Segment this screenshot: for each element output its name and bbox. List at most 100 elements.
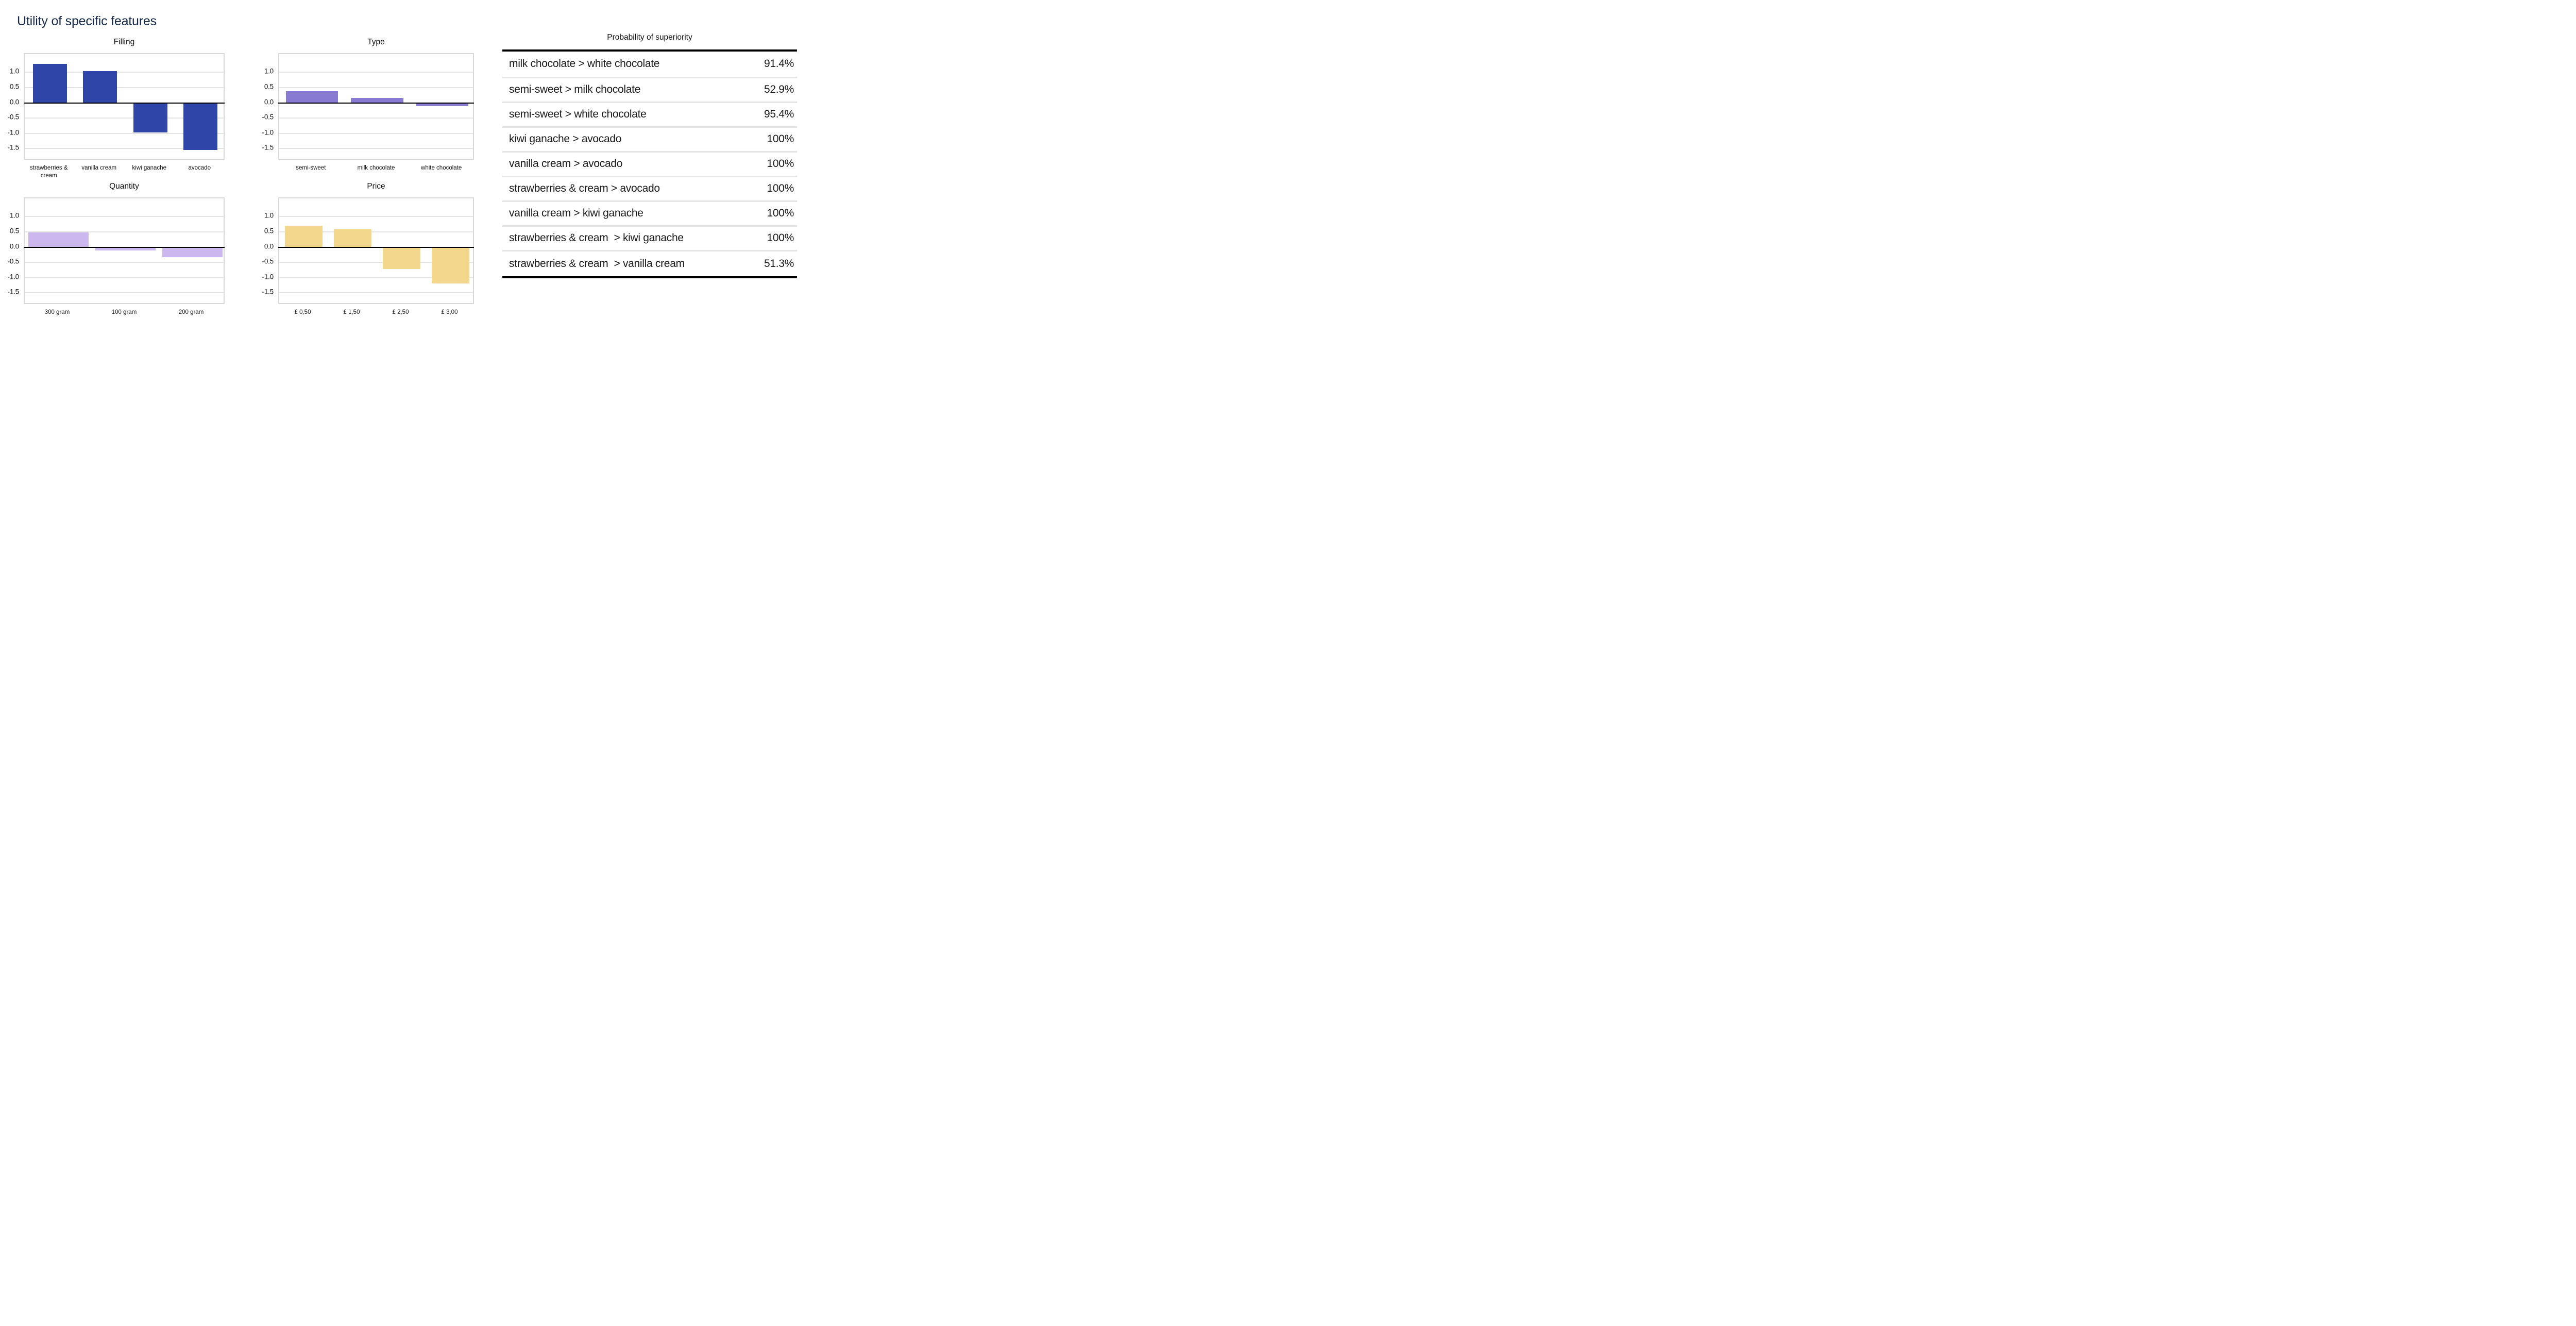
table-row: strawberries & cream > avocado 100% <box>502 177 797 202</box>
probability-table-title: Probability of superiority <box>607 33 692 42</box>
bar-milk-chocolate <box>351 97 403 103</box>
probability-value: 51.3% <box>764 257 794 270</box>
gridline <box>25 292 224 294</box>
comparison-label: kiwi ganache > avocado <box>509 133 622 145</box>
gridline <box>279 132 473 134</box>
plot-area <box>24 197 225 304</box>
chart-type: Type 1.0 0.5 0.0 -0.5 -1.0 -1.5 semi-sweet milk … <box>262 38 474 183</box>
x-tick-label: 300 gram <box>44 309 70 315</box>
gridline <box>279 87 473 89</box>
chart-filling: Filling 1.0 0.5 0.0 -0.5 -1.0 -1.5 strawberries… <box>8 38 225 183</box>
y-tick-label: 0.5 <box>9 82 19 91</box>
comparison-label: milk chocolate > white chocolate <box>509 58 660 70</box>
plot-area <box>278 53 474 160</box>
y-tick-label: -1.5 <box>7 288 20 296</box>
chart-title: Filling <box>113 38 135 46</box>
bar-200-gram <box>162 247 223 257</box>
y-tick-label: -0.5 <box>262 257 274 265</box>
gridline <box>25 262 224 263</box>
table-row: vanilla cream > avocado 100% <box>502 153 797 177</box>
bar--1-50 <box>334 229 371 247</box>
chart-title: Price <box>367 182 385 191</box>
y-tick-label: 1.0 <box>9 211 19 220</box>
gridline <box>279 148 473 149</box>
bar-semi-sweet <box>285 91 338 103</box>
bar-300-gram <box>28 232 89 247</box>
x-tick-label: avocado <box>188 165 211 171</box>
bar-white-chocolate <box>416 103 469 106</box>
gridline <box>25 72 224 73</box>
y-tick-label: 0.5 <box>264 82 274 91</box>
y-tick-label: -1.5 <box>262 143 274 152</box>
x-tick-label: £ 2,50 <box>392 309 409 315</box>
probability-value: 91.4% <box>764 58 794 70</box>
bar-kiwi-ganache <box>133 103 167 132</box>
zero-axis-line <box>278 102 474 104</box>
gridline <box>25 216 224 217</box>
x-tick-label: kiwi ganache <box>132 165 166 171</box>
y-tick-label: 1.0 <box>264 211 274 220</box>
gridline <box>279 231 473 233</box>
y-tick-label: 0.0 <box>9 98 19 106</box>
table-row: milk chocolate > white chocolate 91.4% <box>502 52 797 78</box>
comparison-label: vanilla cream > kiwi ganache <box>509 207 643 219</box>
x-tick-label: white chocolate <box>421 165 462 171</box>
x-tick-label: 100 gram <box>111 309 137 315</box>
gridline <box>279 277 473 278</box>
table-rows: milk chocolate > white chocolate 91.4% sem… <box>502 52 797 276</box>
bar-100-gram <box>95 247 156 250</box>
y-tick-label: -1.0 <box>262 273 274 281</box>
table-row: strawberries & cream > vanilla cream 51.3… <box>502 251 797 276</box>
table-row: vanilla cream > kiwi ganache 100% <box>502 202 797 227</box>
probability-value: 95.4% <box>764 108 794 120</box>
probability-value: 100% <box>767 232 794 244</box>
gridline <box>279 292 473 294</box>
probability-value: 100% <box>767 133 794 145</box>
zero-axis-line <box>24 246 225 248</box>
gridline <box>279 72 473 73</box>
bar-vanilla-cream <box>83 71 117 103</box>
bar--0-50 <box>285 225 323 247</box>
probability-value: 100% <box>767 182 794 194</box>
x-tick-label: semi-sweet <box>296 165 326 171</box>
page-title: Utility of specific features <box>17 14 157 28</box>
comparison-label: strawberries & cream > kiwi ganache <box>509 232 684 244</box>
x-tick-label: milk chocolate <box>357 165 395 171</box>
table-row: kiwi ganache > avocado 100% <box>502 128 797 153</box>
table-top-rule <box>502 49 797 52</box>
gridline <box>25 231 224 233</box>
plot-area <box>278 197 474 304</box>
table-row: semi-sweet > white chocolate 95.4% <box>502 103 797 128</box>
bar-strawberries-cream <box>32 63 67 103</box>
table-row: semi-sweet > milk chocolate 52.9% <box>502 78 797 103</box>
x-tick-label: £ 3,00 <box>441 309 458 315</box>
table-row: strawberries & cream > kiwi ganache 100% <box>502 227 797 251</box>
x-tick-label: £ 1,50 <box>343 309 360 315</box>
comparison-label: strawberries & cream > avocado <box>509 182 660 194</box>
x-tick-label: £ 0,50 <box>294 309 311 315</box>
comparison-label: strawberries & cream > vanilla cream <box>509 257 685 270</box>
gridline <box>25 118 224 119</box>
bar--3-00 <box>432 247 469 283</box>
chart-title: Quantity <box>109 182 139 191</box>
gridline <box>279 118 473 119</box>
x-tick-label: strawberries & cream <box>30 165 68 179</box>
y-tick-label: 0.0 <box>264 98 274 106</box>
zero-axis-line <box>278 246 474 248</box>
y-tick-label: -1.0 <box>7 128 20 137</box>
y-tick-label: -1.0 <box>7 273 20 281</box>
y-tick-label: -1.5 <box>7 143 20 152</box>
probability-value: 100% <box>767 207 794 219</box>
x-tick-label: vanilla cream <box>81 165 117 171</box>
y-tick-label: 0.0 <box>9 242 19 250</box>
gridline <box>279 216 473 217</box>
gridline <box>25 87 224 89</box>
x-tick-label: 200 gram <box>178 309 204 315</box>
gridline <box>279 262 473 263</box>
y-tick-label: -0.5 <box>262 113 274 121</box>
y-tick-label: -1.5 <box>262 288 274 296</box>
zero-axis-line <box>24 102 225 104</box>
y-tick-label: -0.5 <box>7 257 20 265</box>
bar--2-50 <box>383 247 420 270</box>
probability-value: 52.9% <box>764 83 794 95</box>
